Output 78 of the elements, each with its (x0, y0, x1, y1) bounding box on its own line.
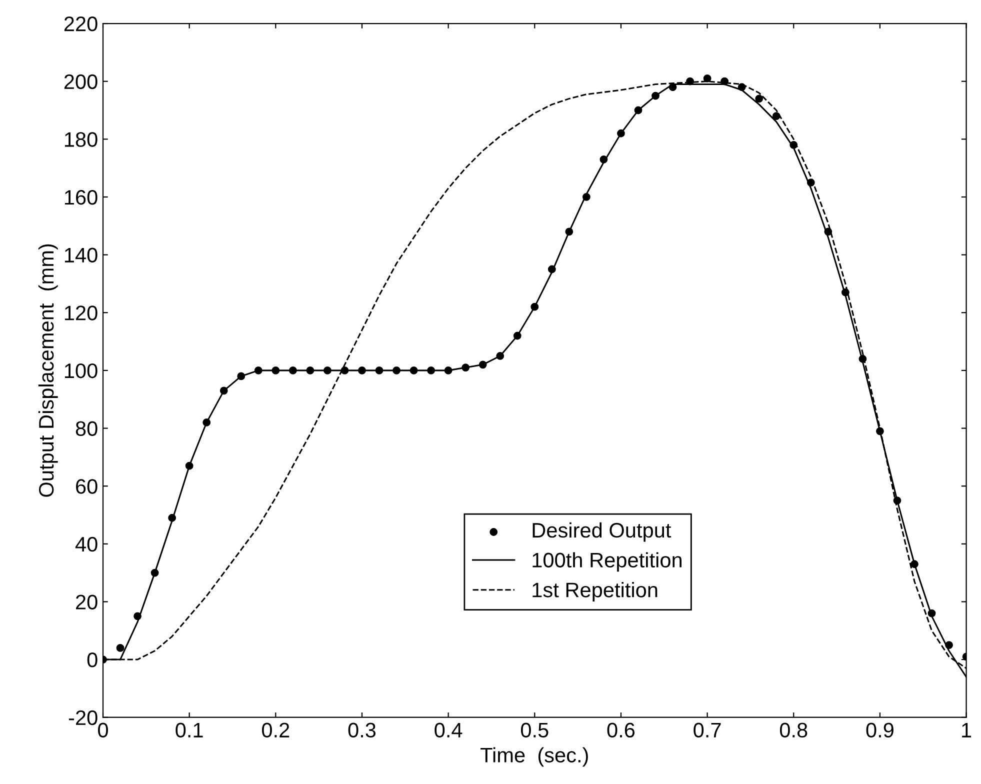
point (668, 83, 677, 92)
point (202, 418, 211, 426)
x-tick-label: 1 (962, 722, 972, 738)
x-tick-label: 0 (98, 722, 108, 738)
y-tick-label: 80 (76, 421, 98, 436)
y-tick-label: 160 (64, 190, 98, 205)
point (738, 83, 746, 92)
point (427, 366, 436, 374)
y-tick-label: 20 (76, 594, 98, 610)
y-axis-title: Output Displacement (mm) (38, 244, 58, 497)
point (720, 77, 729, 86)
point (634, 106, 642, 114)
x-tick-label: 0.8 (780, 722, 808, 738)
point (168, 514, 176, 522)
y-tick-label: 200 (64, 74, 98, 90)
point (116, 644, 124, 652)
point (824, 228, 832, 236)
point (617, 129, 625, 138)
point (220, 386, 228, 395)
point (150, 568, 159, 577)
point (686, 77, 694, 86)
legend-label: 100th Repetition (532, 552, 682, 572)
point (565, 228, 574, 236)
point (254, 366, 262, 374)
y-tick-label: -20 (68, 710, 98, 726)
point (893, 496, 902, 504)
x-axis-title: Time (sec.) (480, 747, 588, 767)
x-tick-label: 0.3 (348, 722, 376, 738)
point (945, 641, 953, 650)
point (858, 354, 867, 363)
y-tick-label: 60 (76, 479, 98, 494)
point (548, 265, 556, 274)
point (703, 74, 712, 82)
x-tick-label: 0.9 (866, 722, 894, 738)
point (288, 366, 297, 374)
point (513, 332, 522, 340)
point (478, 360, 487, 369)
point (306, 366, 314, 374)
point (652, 92, 660, 100)
x-tick-label: 0.2 (262, 722, 290, 738)
point (185, 462, 194, 470)
point (841, 288, 850, 296)
y-tick-label: 0 (87, 652, 98, 668)
point (358, 366, 366, 374)
point (444, 366, 452, 374)
point (410, 366, 418, 374)
point (462, 364, 470, 372)
legend-label: 1st Repetition (532, 582, 658, 602)
point (806, 178, 815, 186)
point (496, 352, 504, 360)
y-tick-label: 40 (75, 536, 98, 552)
point (910, 560, 918, 568)
point (375, 366, 384, 374)
point (324, 366, 332, 374)
y-tick-label: 220 (64, 16, 98, 32)
point (530, 302, 539, 311)
y-tick-label: 120 (64, 306, 98, 320)
y-tick-label: 100 (64, 363, 98, 378)
point (582, 193, 590, 201)
point (876, 427, 884, 436)
legend-label: Desired Output (532, 522, 672, 542)
point (928, 609, 936, 618)
point (237, 372, 246, 380)
point (272, 366, 280, 374)
point (340, 366, 349, 374)
x-tick-label: 0.7 (694, 722, 721, 738)
point (600, 155, 608, 164)
x-tick-label: 0.1 (176, 722, 203, 738)
x-tick-label: 0.6 (607, 722, 635, 738)
point (790, 140, 798, 149)
y-tick-label: 180 (64, 132, 98, 147)
point (755, 94, 764, 103)
x-tick-label: 0.4 (434, 722, 462, 738)
point (392, 366, 400, 374)
x-tick-label: 0.5 (520, 722, 548, 738)
point (134, 612, 142, 620)
point (772, 112, 780, 120)
y-tick-label: 140 (64, 248, 98, 263)
